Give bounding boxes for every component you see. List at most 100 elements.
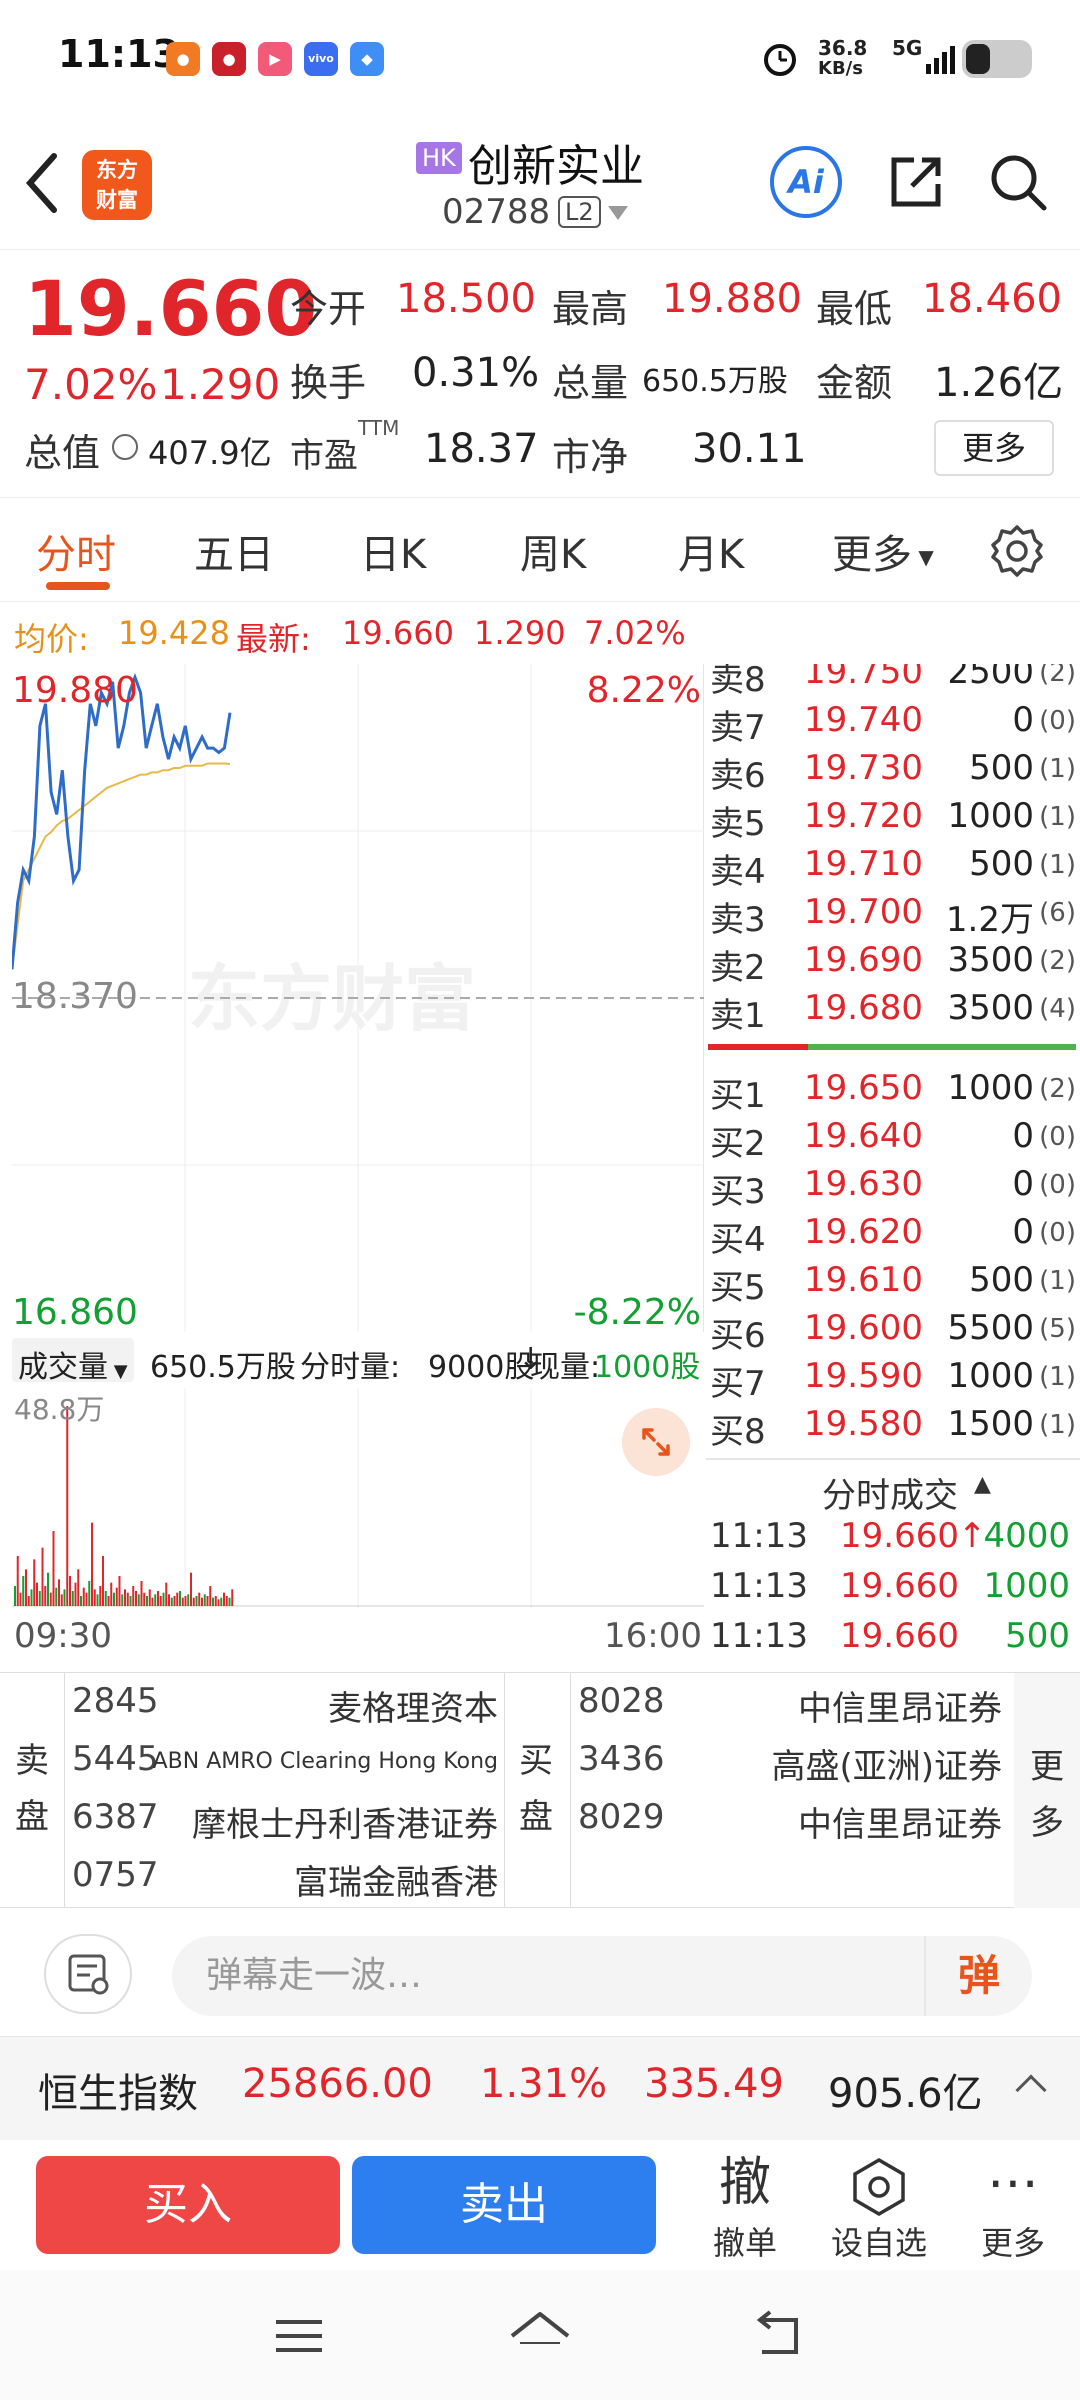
- volume-bar: [184, 1596, 187, 1606]
- tab-monthly-k[interactable]: 月K: [678, 532, 745, 578]
- volume-bar: [14, 1586, 16, 1606]
- order-book-row[interactable]: 买1 19.650 1000 (2): [706, 1066, 1076, 1116]
- order-price: 19.750: [804, 664, 923, 692]
- chevron-up-icon[interactable]: [1015, 2074, 1047, 2106]
- buy-side-label: 买盘: [519, 1741, 553, 1837]
- order-vol: 1500: [947, 1404, 1034, 1444]
- order-book-row[interactable]: 卖2 19.690 3500 (2): [706, 938, 1076, 988]
- tick-time: 11:13: [710, 1616, 808, 1656]
- order-book-row[interactable]: 买5 19.610 500 (1): [706, 1258, 1076, 1308]
- broker-row[interactable]: 3436 高盛(亚洲)证券: [578, 1739, 1002, 1797]
- order-book-row[interactable]: 买8 19.580 1500 (1): [706, 1402, 1076, 1452]
- add-watchlist-button[interactable]: 设自选: [824, 2148, 934, 2264]
- tab-daily-k[interactable]: 日K: [360, 532, 427, 578]
- order-book[interactable]: 卖8 19.750 2500 (2) 卖7 19.740 0 (0) 卖6 19.730 500 (1…: [706, 664, 1080, 1464]
- volume-bar: [91, 1522, 93, 1606]
- order-book-row[interactable]: 买3 19.630 0 (0): [706, 1162, 1076, 1212]
- order-price: 19.730: [804, 748, 923, 788]
- broker-row[interactable]: 8029 中信里昂证券: [578, 1797, 1002, 1855]
- back-arrow-icon[interactable]: [22, 148, 62, 218]
- latest-change: 1.290: [474, 614, 566, 652]
- intraday-chart[interactable]: 东方财富 19.880 18.370 16.860 8.22% -8.22%: [10, 664, 704, 1333]
- order-price: 19.580: [804, 1404, 923, 1444]
- order-book-row[interactable]: 卖1 19.680 3500 (4): [706, 986, 1076, 1036]
- stock-switch-caret-icon[interactable]: [608, 206, 628, 220]
- volume-bar: [212, 1597, 214, 1606]
- tab-weekly-k[interactable]: 周K: [520, 532, 587, 578]
- x-start-label: 09:30: [14, 1616, 112, 1656]
- high-value: 19.880: [662, 276, 802, 322]
- order-book-row[interactable]: 卖8 19.750 2500 (2): [706, 664, 1076, 700]
- broker-code: 6387: [72, 1797, 159, 1837]
- order-book-row[interactable]: 卖6 19.730 500 (1): [706, 746, 1076, 796]
- danmaku-settings-icon[interactable]: [44, 1934, 132, 2014]
- broker-row[interactable]: 0757 富瑞金融香港: [72, 1855, 498, 1913]
- search-icon[interactable]: [986, 150, 1050, 214]
- broker-more-button[interactable]: 更多: [1014, 1673, 1080, 1909]
- home-icon[interactable]: [510, 2312, 570, 2344]
- broker-row[interactable]: 6387 摩根士丹利香港证券: [72, 1797, 498, 1855]
- back-icon[interactable]: [756, 2310, 798, 2354]
- info-icon[interactable]: [112, 434, 138, 460]
- danmaku-send-button[interactable]: 弹: [924, 1936, 1032, 2016]
- volume-bar: [159, 1596, 162, 1606]
- broker-row[interactable]: 5445 ABN AMRO Clearing Hong Kong: [72, 1739, 498, 1797]
- quote-more-button[interactable]: 更多: [934, 420, 1054, 476]
- volume-bar: [192, 1597, 195, 1606]
- order-label: 卖4: [710, 852, 766, 892]
- share-icon[interactable]: [884, 150, 948, 214]
- status-bar: 11:13 ● ● ▶ vivo ◆ 36.8 KB/s 5G: [0, 0, 1080, 120]
- volume-bar: [47, 1572, 49, 1606]
- stock-name[interactable]: 创新实业: [468, 141, 644, 192]
- broker-name: 摩根士丹利香港证券: [192, 1805, 498, 1845]
- order-vol: 3500: [947, 988, 1034, 1028]
- broker-row[interactable]: 2845 麦格理资本: [72, 1681, 498, 1739]
- volume-bar: [49, 1592, 52, 1606]
- eastmoney-logo[interactable]: 东方 财富: [82, 150, 152, 220]
- order-book-row[interactable]: 买6 19.600 5500 (5): [706, 1306, 1076, 1356]
- tab-more[interactable]: 更多 ▼: [832, 532, 934, 578]
- broker-row[interactable]: 8028 中信里昂证券: [578, 1681, 1002, 1739]
- caret-up-icon[interactable]: ▲: [974, 1472, 991, 1497]
- index-ticker-bar[interactable]: 恒生指数 25866.00 1.31% 335.49 905.6亿: [0, 2036, 1080, 2140]
- broker-name: 麦格理资本: [328, 1689, 498, 1729]
- cancel-order-button[interactable]: 撤 撤单: [690, 2148, 800, 2264]
- pb-value: 30.11: [692, 426, 807, 472]
- gear-icon[interactable]: [990, 524, 1044, 578]
- order-book-row[interactable]: 卖7 19.740 0 (0): [706, 698, 1076, 748]
- volume-header: 成交量 ▼ 650.5万股 分时量: 9000股 ↓ 现量: 1000股: [12, 1334, 704, 1388]
- tab-five-day[interactable]: 五日: [194, 532, 274, 578]
- buy-button[interactable]: 买入: [36, 2156, 340, 2254]
- volume-bar: [220, 1597, 223, 1606]
- stock-code[interactable]: 02788: [442, 192, 551, 232]
- order-book-row[interactable]: 卖5 19.720 1000 (1): [706, 794, 1076, 844]
- volume-bar: [38, 1591, 41, 1606]
- sell-side-label: 卖盘: [15, 1741, 49, 1837]
- more-actions-button[interactable]: ⋯ 更多: [958, 2148, 1068, 2264]
- low-label: 最低: [816, 287, 893, 331]
- volume-max-label: 48.8万: [14, 1393, 105, 1426]
- order-book-row[interactable]: 卖4 19.710 500 (1): [706, 842, 1076, 892]
- broker-queue[interactable]: 卖盘 2845 麦格理资本 5445 ABN AMRO Clearing Hong K…: [0, 1672, 1080, 1909]
- order-price: 19.620: [804, 1212, 923, 1252]
- ai-assistant-icon[interactable]: Ai: [770, 146, 842, 218]
- mktcap-label: 总值: [24, 431, 101, 475]
- net-speed: 36.8: [818, 36, 868, 60]
- order-book-row[interactable]: 卖3 19.700 1.2万 (6): [706, 890, 1076, 940]
- volume-chart[interactable]: 48.8万: [12, 1388, 704, 1608]
- menu-icon[interactable]: [276, 2320, 322, 2352]
- trade-action-bar: 买入 卖出 撤 撤单 设自选 ⋯ 更多: [0, 2140, 1080, 2270]
- ticks-title[interactable]: 分时成交: [822, 1476, 958, 1516]
- avg-label: 均价:: [14, 620, 89, 658]
- expand-icon[interactable]: [622, 1408, 690, 1476]
- level2-badge: L2: [558, 196, 601, 228]
- tab-intraday[interactable]: 分时: [36, 532, 116, 578]
- order-cnt: (2): [1039, 946, 1076, 976]
- order-book-row[interactable]: 买4 19.620 0 (0): [706, 1210, 1076, 1260]
- order-book-row[interactable]: 买2 19.640 0 (0): [706, 1114, 1076, 1164]
- danmaku-input[interactable]: 弹幕走一波…: [172, 1936, 1032, 2016]
- tick-trades[interactable]: 分时成交 ▲ 11:13 19.660 ↑ 4000 11:13 19.660 1000 11…: [706, 1458, 1080, 1668]
- order-book-row[interactable]: 买7 19.590 1000 (1): [706, 1354, 1076, 1404]
- volume-indicator-select[interactable]: 成交量 ▼: [12, 1338, 134, 1385]
- sell-button[interactable]: 卖出: [352, 2156, 656, 2254]
